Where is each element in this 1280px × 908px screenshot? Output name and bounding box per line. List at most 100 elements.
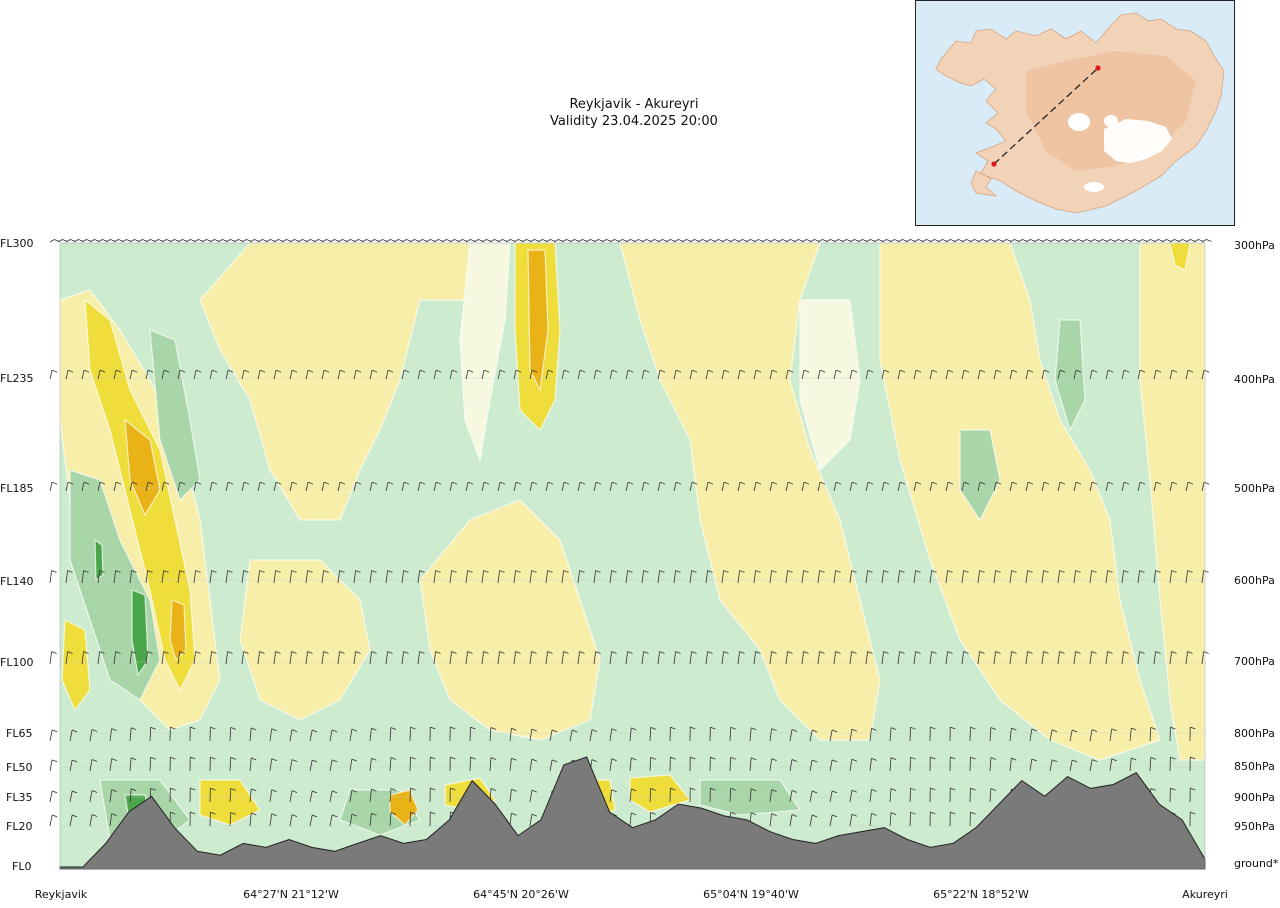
wind-barb-shaft	[753, 651, 756, 665]
wind-barb-flag	[430, 811, 436, 815]
wind-barb-flag	[227, 651, 233, 654]
wind-barb-shaft	[1121, 369, 1125, 380]
wind-barb-flag	[650, 811, 656, 815]
wind-barb-shaft	[269, 728, 273, 742]
wind-barb-flag	[467, 481, 474, 485]
wind-barb-flag	[1190, 811, 1196, 815]
wind-barb-shaft	[969, 239, 975, 243]
wind-barb-shaft	[1105, 651, 1108, 665]
wind-barb-shaft	[109, 728, 113, 742]
wind-barb-shaft	[1201, 239, 1207, 243]
wind-barb-shaft	[829, 759, 833, 772]
route-end-marker	[1095, 65, 1101, 71]
wind-barb-shaft	[881, 651, 884, 665]
wind-barb-flag	[246, 239, 252, 242]
wind-barb-flag	[342, 239, 348, 242]
wind-barb-flag	[947, 570, 953, 573]
wind-barb-flag	[702, 239, 708, 242]
wind-barb-flag	[1126, 239, 1132, 242]
wind-barb-flag	[1170, 756, 1176, 760]
wind-barb-flag	[490, 788, 497, 791]
wind-barb-shaft	[769, 651, 772, 665]
wind-barb-shaft	[1065, 239, 1071, 243]
wind-barb-shaft	[1009, 570, 1012, 584]
wind-barb-flag	[1174, 239, 1180, 242]
wind-barb-flag	[611, 651, 617, 654]
wind-barb-shaft	[257, 570, 260, 584]
wind-barb-flag	[822, 239, 828, 242]
wind-barb-shaft	[257, 369, 261, 380]
wind-barb-shaft	[313, 239, 319, 243]
wind-barb-shaft	[49, 570, 52, 584]
wind-barb-shaft	[593, 481, 597, 492]
wind-barb-shaft	[345, 239, 351, 243]
wind-barb-shaft	[49, 239, 55, 243]
wind-barb-flag	[243, 481, 250, 485]
wind-barb-shaft	[1057, 481, 1061, 492]
wind-barb-shaft	[749, 757, 752, 772]
wind-barb-flag	[646, 239, 652, 242]
wind-barb-flag	[270, 239, 276, 242]
wind-barb-shaft	[945, 651, 948, 665]
wind-barb-flag	[387, 481, 394, 485]
wind-barb-shaft	[417, 239, 423, 243]
wind-barb-shaft	[641, 570, 644, 584]
wind-barb-flag	[410, 787, 416, 791]
wind-barb-shaft	[593, 570, 596, 584]
wind-barb-flag	[595, 481, 602, 485]
wind-barb-shaft	[321, 369, 325, 380]
wind-barb-flag	[902, 239, 908, 242]
glacier-langjokull	[1068, 113, 1090, 131]
fl-label-65: FL65	[6, 727, 33, 740]
wind-barb-flag	[798, 239, 804, 242]
wind-barb-flag	[259, 651, 265, 654]
wind-barb-flag	[483, 570, 489, 573]
wind-barb-flag	[355, 570, 361, 573]
wind-barb-shaft	[161, 369, 165, 380]
wind-barb-flag	[598, 239, 604, 242]
wind-barb-flag	[1011, 369, 1018, 373]
wind-barb-shaft	[641, 481, 645, 492]
wind-barb-flag	[190, 756, 196, 760]
wind-barb-flag	[950, 239, 956, 242]
wind-barb-flag	[515, 570, 521, 573]
hpa-label-600: 600hPa	[1234, 574, 1275, 587]
wind-barb-flag	[950, 726, 956, 730]
wind-barb-shaft	[209, 570, 212, 584]
wind-barb-shaft	[977, 570, 980, 584]
fl-label-50: FL50	[6, 761, 33, 774]
wind-barb-shaft	[1105, 570, 1108, 584]
wind-barb-flag	[1118, 239, 1124, 242]
wind-barb-flag	[446, 239, 452, 242]
wind-barb-flag	[579, 369, 586, 373]
wind-barb-shaft	[529, 369, 533, 380]
wind-barb-shaft	[961, 369, 965, 380]
wind-barb-flag	[1131, 757, 1137, 761]
wind-barb-shaft	[49, 729, 53, 742]
wind-barb-flag	[883, 369, 890, 373]
wind-barb-flag	[1139, 481, 1146, 485]
wind-barb-shaft	[1149, 727, 1152, 742]
wind-barb-flag	[678, 239, 684, 242]
wind-barb-flag	[819, 651, 825, 654]
wind-barb-flag	[531, 651, 537, 654]
wind-barb-shaft	[833, 570, 836, 584]
wind-barb-shaft	[389, 757, 392, 772]
wind-barb-flag	[867, 570, 873, 573]
wind-barb-flag	[742, 239, 748, 242]
wind-barb-flag	[83, 369, 90, 373]
band-region-band-yellow-19	[1169, 243, 1191, 271]
x-label-pos-4: 65°22'N 18°52'W	[933, 888, 1029, 901]
wind-barb-flag	[291, 814, 298, 817]
wind-barb-shaft	[689, 239, 695, 243]
wind-barb-flag	[430, 239, 436, 242]
wind-barb-flag	[1123, 651, 1129, 654]
wind-barb-flag	[211, 481, 218, 485]
wind-barb-shaft	[1113, 239, 1119, 243]
wind-barb-flag	[1062, 239, 1068, 242]
wind-barb-flag	[1187, 369, 1194, 373]
wind-barb-flag	[350, 239, 356, 242]
wind-barb-shaft	[425, 239, 431, 243]
wind-barb-flag	[595, 570, 601, 573]
wind-barb-flag	[511, 757, 517, 761]
